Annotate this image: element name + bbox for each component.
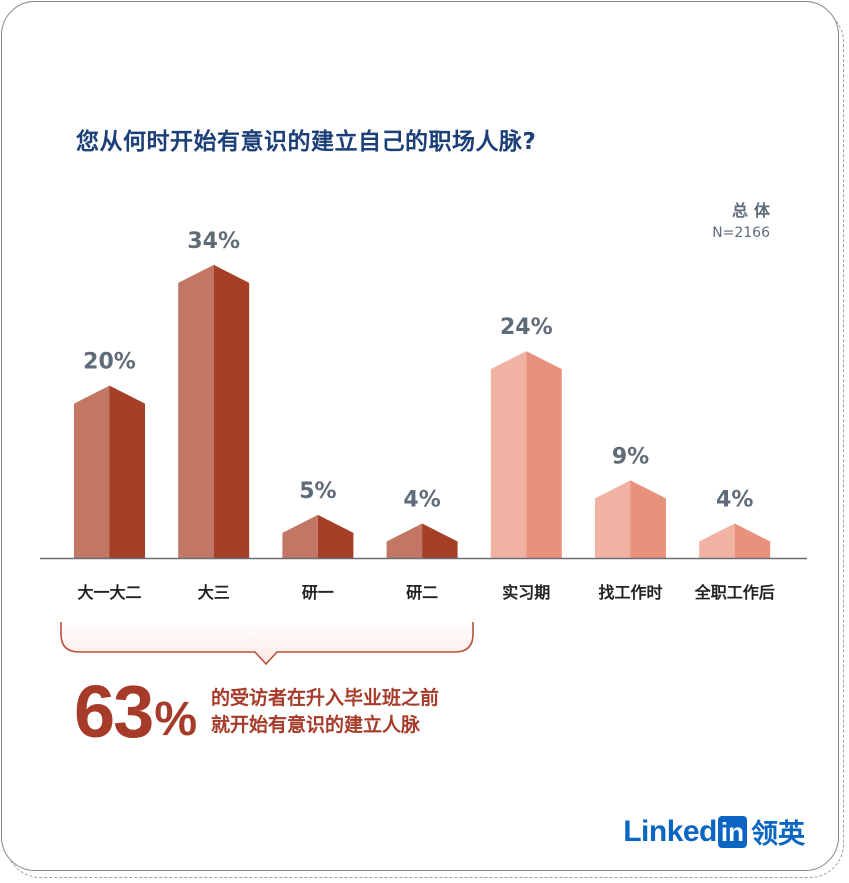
bar-face-right bbox=[526, 351, 562, 558]
bar-face-right bbox=[317, 514, 354, 558]
category-tick-label: 全职工作后 bbox=[694, 583, 775, 602]
bar-face-right bbox=[630, 480, 666, 558]
highlight-percent-sign: % bbox=[154, 692, 197, 746]
logo-in-box: in bbox=[717, 815, 747, 848]
bar-5 bbox=[490, 351, 562, 558]
bar-3 bbox=[282, 514, 354, 558]
highlight-text-line1: 的受访者在升入毕业班之前 bbox=[211, 687, 440, 709]
bar-face-right bbox=[422, 523, 458, 558]
bar-4 bbox=[386, 523, 458, 558]
category-tick-label: 研一 bbox=[302, 583, 334, 602]
category-tick-label: 大三 bbox=[198, 583, 230, 602]
bar-face-left bbox=[178, 264, 214, 558]
highlight-stat: 63 % 的受访者在升入毕业班之前 就开始有意识的建立人脉 bbox=[74, 672, 439, 752]
bar-value-label: 4% bbox=[403, 488, 440, 513]
highlight-text: 的受访者在升入毕业班之前 就开始有意识的建立人脉 bbox=[211, 685, 439, 739]
bar-2 bbox=[178, 264, 250, 558]
category-tick-label: 实习期 bbox=[502, 583, 550, 602]
bar-value-label: 5% bbox=[299, 479, 336, 504]
sample-info: 总体 N=2166 bbox=[712, 200, 770, 244]
logo-wordmark: Linked bbox=[623, 814, 717, 848]
bar-face-right bbox=[109, 385, 145, 558]
bar-face-right bbox=[734, 523, 771, 558]
bar-face-left bbox=[699, 523, 735, 558]
highlight-text-line2: 就开始有意识的建立人脉 bbox=[211, 714, 421, 736]
bar-face-left bbox=[74, 385, 110, 558]
highlight-number: 63 bbox=[74, 670, 154, 753]
logo-chinese: 领英 bbox=[751, 819, 805, 850]
linkedin-logo: Linked in 领英 bbox=[623, 812, 805, 851]
chart-title: 您从何时开始有意识的建立自己的职场人脉? bbox=[76, 129, 537, 155]
bar-6 bbox=[595, 480, 666, 558]
bar-1 bbox=[74, 385, 145, 558]
category-tick-label: 找工作时 bbox=[598, 583, 662, 602]
bar-value-label: 4% bbox=[716, 488, 753, 513]
bar-value-label: 20% bbox=[83, 350, 136, 375]
category-tick-label: 大一大二 bbox=[77, 583, 141, 602]
bar-face-left bbox=[490, 351, 527, 558]
bar-value-label: 24% bbox=[500, 315, 553, 340]
category-tick-label: 研二 bbox=[406, 583, 438, 602]
bar-face-right bbox=[213, 264, 250, 558]
bar-7 bbox=[699, 523, 771, 558]
bar-face-left bbox=[282, 514, 318, 558]
bar-value-label: 34% bbox=[187, 229, 240, 254]
sample-group-label: 总体 bbox=[731, 201, 776, 220]
sample-size-label: N=2166 bbox=[712, 225, 770, 241]
bar-value-label: 9% bbox=[612, 444, 649, 469]
bar-face-left bbox=[386, 523, 423, 558]
bar-face-left bbox=[595, 480, 631, 558]
